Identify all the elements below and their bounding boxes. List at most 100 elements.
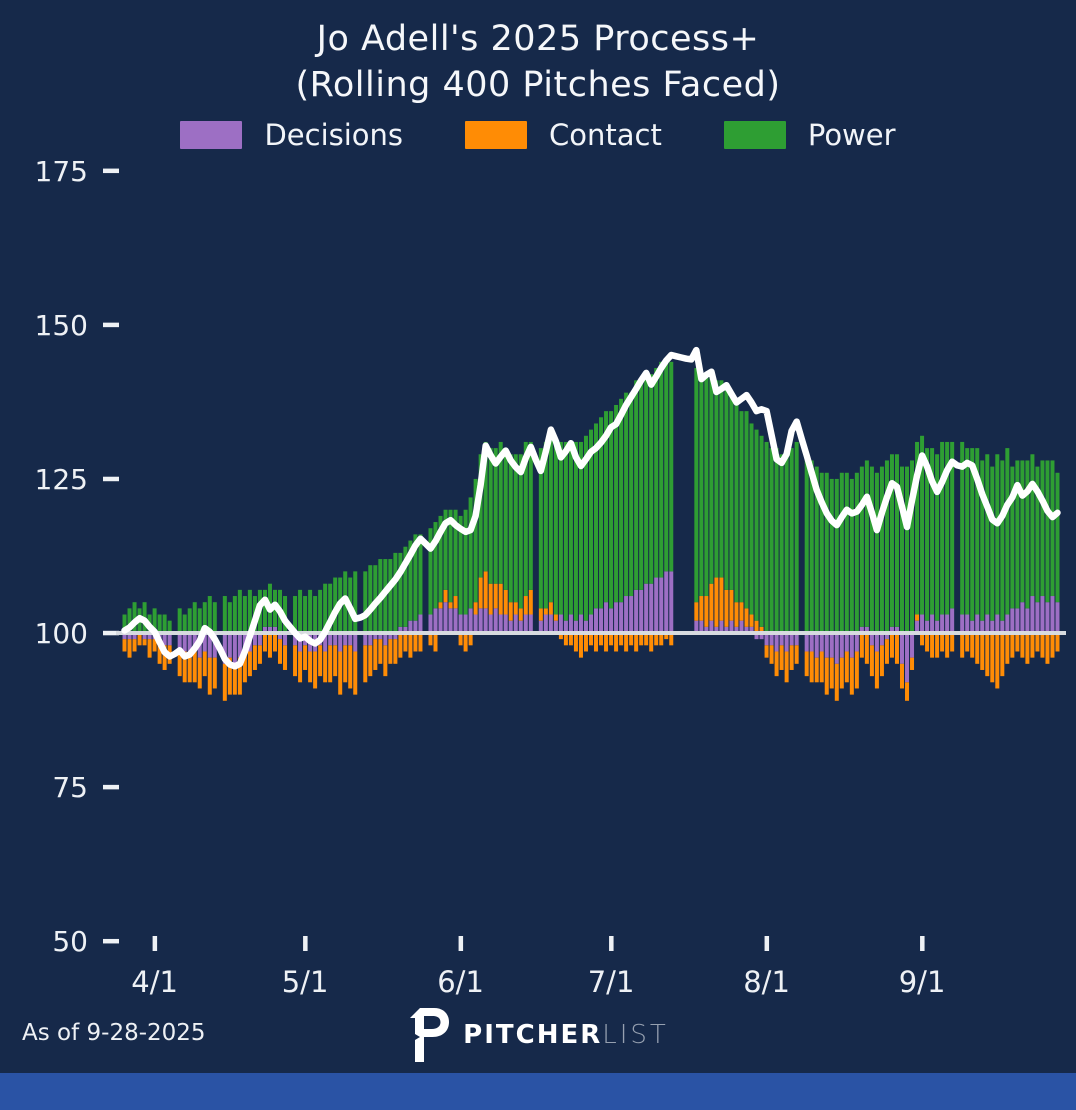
bar-segment bbox=[348, 645, 353, 689]
legend-label-contact: Contact bbox=[549, 118, 662, 152]
bar-segment bbox=[965, 448, 970, 615]
bar-segment bbox=[187, 657, 192, 683]
bar-segment bbox=[639, 589, 644, 633]
bar-segment bbox=[920, 614, 925, 633]
bar-segment bbox=[428, 614, 433, 633]
bar-segment bbox=[448, 602, 453, 609]
bar-segment bbox=[338, 633, 343, 652]
bar-segment bbox=[869, 645, 874, 677]
bar-segment bbox=[594, 633, 599, 652]
bar-segment bbox=[819, 651, 824, 683]
bar-segment bbox=[403, 626, 408, 633]
bar-segment bbox=[754, 633, 759, 640]
bar-segment bbox=[142, 639, 147, 646]
bar-segment bbox=[333, 577, 338, 633]
bar-segment bbox=[1035, 602, 1040, 633]
bar-segment bbox=[1045, 633, 1050, 664]
bar-segment bbox=[744, 411, 749, 609]
bar-segment bbox=[558, 614, 563, 633]
bar-segment bbox=[323, 633, 328, 652]
bar-segment bbox=[899, 633, 904, 664]
bar-segment bbox=[468, 633, 473, 646]
bar-segment bbox=[980, 633, 985, 670]
bar-segment bbox=[333, 645, 338, 677]
bar-segment bbox=[1005, 633, 1010, 664]
bar-segment bbox=[945, 614, 950, 633]
bar-segment bbox=[834, 633, 839, 664]
bar-segment bbox=[493, 583, 498, 609]
bar-segment bbox=[192, 633, 197, 652]
bar-segment bbox=[328, 633, 333, 646]
bar-segment bbox=[609, 608, 614, 633]
bar-segment bbox=[272, 633, 277, 652]
bar-segment bbox=[182, 614, 187, 633]
bar-segment bbox=[769, 645, 774, 664]
bar-segment bbox=[167, 620, 172, 633]
bar-segment bbox=[719, 380, 724, 578]
bar-segment bbox=[940, 441, 945, 615]
bar-segment bbox=[794, 441, 799, 633]
bar-segment bbox=[538, 448, 543, 609]
bar-segment bbox=[313, 596, 318, 633]
bar-segment bbox=[694, 602, 699, 621]
bar-segment bbox=[1010, 633, 1015, 658]
bar-segment bbox=[619, 398, 624, 603]
bar-segment bbox=[232, 633, 237, 664]
bar-segment bbox=[418, 633, 423, 652]
bar-segment bbox=[1020, 602, 1025, 633]
bar-segment bbox=[1040, 596, 1045, 633]
bar-segment bbox=[629, 392, 634, 597]
bar-segment bbox=[739, 602, 744, 621]
bar-segment bbox=[804, 454, 809, 633]
bar-segment bbox=[814, 633, 819, 658]
bar-segment bbox=[624, 596, 629, 633]
bar-segment bbox=[814, 657, 819, 683]
bar-segment bbox=[393, 633, 398, 640]
bar-segment bbox=[573, 633, 578, 652]
bar-segment bbox=[408, 620, 413, 633]
bar-segment bbox=[819, 472, 824, 633]
bar-segment bbox=[523, 614, 528, 633]
bar-segment bbox=[619, 633, 624, 646]
bar-segment bbox=[960, 614, 965, 633]
bar-segment bbox=[583, 633, 588, 652]
bar-segment bbox=[438, 515, 443, 603]
bar-segment bbox=[127, 633, 132, 640]
bar-segment bbox=[629, 633, 634, 646]
bar-segment bbox=[824, 657, 829, 695]
bar-segment bbox=[834, 478, 839, 633]
bar-segment bbox=[398, 552, 403, 627]
bar-segment bbox=[950, 441, 955, 609]
bar-segment bbox=[508, 620, 513, 633]
bar-segment bbox=[137, 633, 142, 646]
bar-segment bbox=[363, 633, 368, 646]
bar-segment bbox=[192, 602, 197, 633]
bar-segment bbox=[970, 633, 975, 658]
bar-segment bbox=[739, 411, 744, 603]
bar-segment bbox=[212, 602, 217, 633]
bar-segment bbox=[242, 651, 247, 683]
bar-segment bbox=[1055, 602, 1060, 633]
bar-segment bbox=[1000, 620, 1005, 633]
bar-segment bbox=[859, 466, 864, 627]
bar-segment bbox=[388, 639, 393, 664]
bar-segment bbox=[182, 633, 187, 652]
bar-segment bbox=[784, 448, 789, 633]
bar-segment bbox=[433, 522, 438, 609]
bar-segment bbox=[985, 454, 990, 615]
bar-segment bbox=[538, 608, 543, 621]
chart-legend: Decisions Contact Power bbox=[0, 118, 1076, 152]
bar-segment bbox=[448, 509, 453, 603]
bar-segment bbox=[197, 657, 202, 689]
y-axis-tick-label: 125 bbox=[35, 463, 88, 496]
x-axis-tick-label: 9/1 bbox=[899, 965, 946, 999]
bar-segment bbox=[749, 614, 754, 627]
bar-segment bbox=[629, 596, 634, 633]
bar-segment bbox=[338, 651, 343, 695]
bar-segment bbox=[624, 392, 629, 597]
bar-segment bbox=[910, 633, 915, 658]
bar-segment bbox=[1025, 608, 1030, 633]
bar-segment bbox=[589, 614, 593, 633]
bar-segment bbox=[227, 633, 232, 658]
bar-segment bbox=[568, 633, 573, 646]
